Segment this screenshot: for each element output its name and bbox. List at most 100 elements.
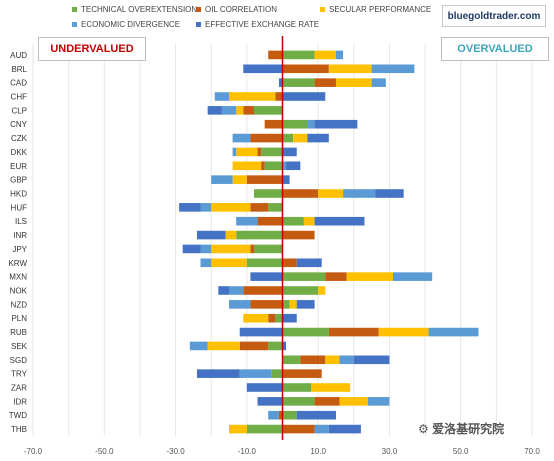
bar-segment	[200, 258, 212, 268]
bar-segment	[250, 272, 283, 281]
bar-segment	[236, 147, 258, 157]
category-label: DKK	[11, 148, 28, 157]
legend-swatch	[72, 7, 77, 12]
bar-segment	[189, 341, 208, 351]
legend-swatch	[196, 22, 201, 27]
legend-entry: EFFECTIVE EXCHANGE RATE	[205, 20, 319, 29]
x-tick-label: -70.0	[24, 447, 43, 456]
bar-segment	[375, 189, 404, 198]
legend-swatch	[320, 7, 325, 12]
bar-segment	[232, 161, 262, 171]
bar-segment	[200, 244, 212, 254]
bar-segment	[268, 410, 279, 420]
bar-segment	[311, 383, 351, 392]
category-label: INR	[13, 231, 27, 240]
bar-segment	[268, 203, 283, 212]
bar-segment	[282, 327, 329, 337]
bar-segment	[371, 78, 386, 87]
x-tick-label: 70.0	[524, 447, 540, 456]
bar-segment	[211, 258, 247, 268]
bar-segment	[282, 355, 301, 365]
x-tick-label: 30.0	[382, 447, 398, 456]
bar-segment	[229, 424, 247, 434]
bar-segment	[282, 341, 287, 351]
bar-segment	[232, 133, 251, 143]
category-label: PLN	[11, 314, 27, 323]
bar-segment	[303, 216, 315, 226]
bar-segment	[275, 92, 283, 101]
bar-segment	[296, 258, 322, 268]
bar-segment	[282, 161, 287, 171]
bar-segment	[211, 203, 251, 212]
x-tick-label: -10.0	[238, 447, 257, 456]
bar-segment	[243, 286, 283, 295]
bar-segment	[339, 355, 354, 365]
category-label: CZK	[11, 134, 28, 143]
bar-segment	[253, 106, 283, 115]
bar-segment	[293, 133, 308, 143]
bar-segment	[253, 189, 283, 198]
bar-segment	[282, 147, 297, 157]
category-label: ILS	[15, 217, 27, 226]
legend: TECHNICAL OVEREXTENSION OIL CORRELATION SE…	[72, 5, 431, 29]
bar-segment	[236, 216, 258, 226]
bar-segment	[282, 216, 304, 226]
bar-segment	[328, 424, 361, 434]
bar-segment	[243, 106, 254, 115]
bar-segment	[282, 119, 308, 129]
category-labels: AUD BRL CAD CHF CLP CNY CZK DKK EUR GBP HKD HUF ILS I…	[8, 51, 27, 434]
bar-segment	[236, 230, 283, 240]
bar-segment	[268, 313, 276, 323]
bar-segment	[225, 230, 237, 240]
category-label: AUD	[10, 51, 27, 60]
category-label: KRW	[8, 259, 27, 268]
bar-segment	[261, 161, 265, 171]
bar-segment	[325, 272, 347, 281]
bar-segment	[282, 258, 297, 268]
bar-segment	[314, 424, 329, 434]
bar-segment	[339, 397, 369, 406]
bar-segment	[282, 300, 290, 309]
bar-segment	[182, 244, 201, 254]
bar-segment	[253, 244, 283, 254]
bar-segment	[314, 216, 365, 226]
category-label: NOK	[10, 287, 28, 296]
category-label: CHF	[11, 93, 28, 102]
category-label: RUB	[10, 328, 27, 337]
category-label: EUR	[10, 162, 27, 171]
bar-segment	[282, 383, 312, 392]
bar-segment	[371, 64, 415, 74]
bar-segment	[282, 424, 315, 434]
bar-segment	[335, 78, 372, 87]
x-tick-label: -30.0	[166, 447, 185, 456]
bar-segment	[221, 106, 237, 115]
x-tick-label: -50.0	[95, 447, 114, 456]
bar-segment	[282, 286, 319, 295]
bar-segment	[250, 133, 283, 143]
bar-segment	[268, 50, 283, 60]
bar-segment	[300, 355, 326, 365]
category-label: MXN	[9, 273, 27, 282]
category-label: THB	[11, 425, 27, 434]
bar-segment	[271, 369, 283, 378]
bar-segment	[307, 133, 329, 143]
bar-segment	[318, 189, 344, 198]
bar-segment	[257, 397, 283, 406]
category-label: ZAR	[11, 384, 27, 393]
bar-segment	[314, 78, 336, 87]
bar-segment	[325, 355, 340, 365]
bar-segment	[246, 175, 283, 184]
bar-segment	[257, 216, 283, 226]
undervalued-label: UNDERVALUED	[38, 37, 146, 61]
bar-segment	[246, 383, 283, 392]
bar-segment	[250, 300, 283, 309]
legend-entry: SECULAR PERFORMANCE	[329, 5, 431, 14]
bar-segment	[296, 300, 315, 309]
bar-segment	[318, 286, 326, 295]
bar-segment	[314, 397, 340, 406]
category-label: BRL	[11, 65, 27, 74]
legend-entry: TECHNICAL OVEREXTENSION	[81, 5, 197, 14]
x-tick-labels: -70.0 -50.0 -30.0 -10.0 10.0 30.0 50.0 70.0	[24, 447, 540, 456]
bar-segment	[246, 258, 283, 268]
